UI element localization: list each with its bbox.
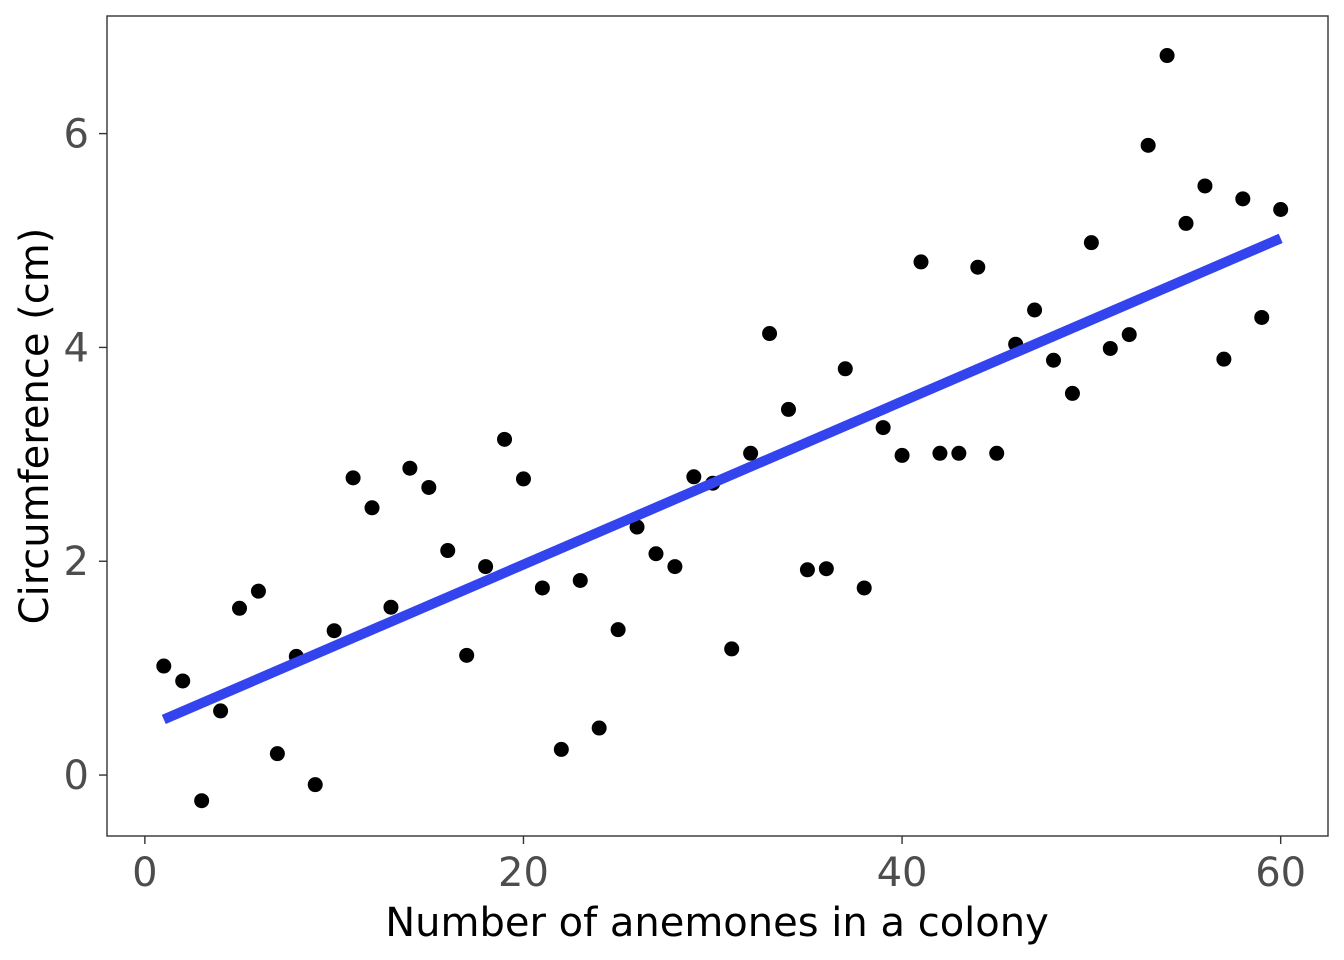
plot-panel <box>106 15 1329 837</box>
data-point <box>667 559 683 575</box>
data-point <box>856 580 872 596</box>
x-axis-title: Number of anemones in a colony <box>385 900 1049 946</box>
data-point <box>194 793 210 809</box>
data-point <box>553 741 569 757</box>
axis-ticks: 0 20 40 60 0 2 4 6 <box>64 112 1307 896</box>
data-point <box>724 641 740 657</box>
data-point <box>1273 202 1289 218</box>
data-point <box>534 580 550 596</box>
data-point <box>837 361 853 377</box>
data-point <box>648 546 664 562</box>
data-point <box>1178 215 1194 231</box>
data-point <box>1046 352 1062 368</box>
trendline-layer <box>161 233 1283 725</box>
data-point <box>951 445 967 461</box>
data-point <box>269 746 285 762</box>
data-point <box>799 562 815 578</box>
data-point <box>497 431 513 447</box>
data-point <box>440 543 456 559</box>
data-point <box>478 559 494 575</box>
y-tick-label: 2 <box>64 539 89 585</box>
data-point <box>459 647 475 663</box>
data-point <box>345 470 361 486</box>
data-point <box>1140 137 1156 153</box>
data-point <box>232 600 248 616</box>
data-point <box>629 519 645 535</box>
data-point <box>762 326 778 342</box>
data-point <box>213 703 229 719</box>
data-points <box>156 48 1289 809</box>
data-point <box>894 447 910 463</box>
data-point <box>326 623 342 639</box>
data-point <box>421 479 437 495</box>
data-point <box>383 599 399 615</box>
y-tick-label: 4 <box>64 325 89 371</box>
data-point <box>686 469 702 485</box>
trendline <box>161 233 1283 725</box>
y-tick-label: 6 <box>64 112 89 158</box>
data-point <box>572 572 588 588</box>
x-tick-label: 20 <box>498 850 549 896</box>
data-point <box>913 254 929 270</box>
data-point <box>818 561 834 577</box>
data-point <box>1159 48 1175 64</box>
data-point <box>1235 191 1251 207</box>
data-point <box>1064 385 1080 401</box>
data-point <box>1121 327 1137 343</box>
data-point <box>364 500 380 516</box>
data-point <box>1027 302 1043 318</box>
data-point <box>175 673 191 689</box>
data-point <box>932 445 948 461</box>
data-point <box>1254 309 1270 325</box>
x-tick-label: 60 <box>1255 850 1306 896</box>
x-tick-label: 0 <box>132 850 157 896</box>
data-point <box>1216 351 1232 367</box>
y-tick-label: 0 <box>64 753 89 799</box>
data-point <box>1102 340 1118 356</box>
data-point <box>743 445 759 461</box>
data-point <box>1197 178 1213 194</box>
data-point <box>307 777 323 793</box>
y-axis-title: Circumference (cm) <box>12 228 58 625</box>
data-point <box>1083 235 1099 251</box>
data-point <box>780 401 796 417</box>
data-point <box>591 720 607 736</box>
data-point <box>156 658 172 674</box>
data-point <box>970 259 986 275</box>
data-point <box>250 583 266 599</box>
data-point <box>875 420 891 436</box>
data-point <box>402 460 418 476</box>
x-tick-label: 40 <box>877 850 928 896</box>
data-point <box>989 445 1005 461</box>
data-point <box>515 471 531 487</box>
data-point <box>610 622 626 638</box>
